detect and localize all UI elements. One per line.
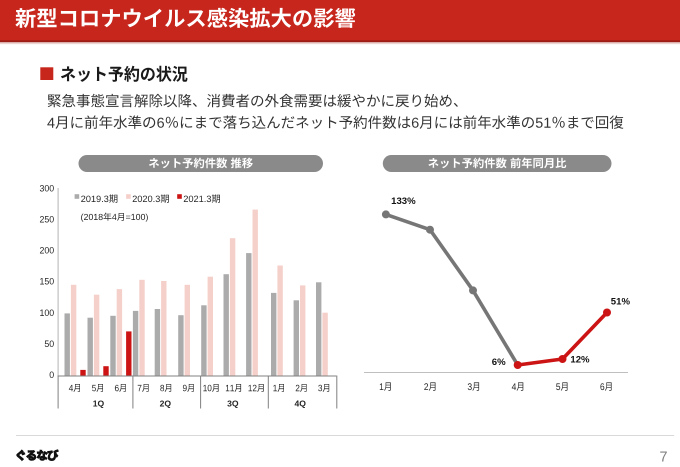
svg-text:100: 100 (40, 308, 55, 318)
svg-text:0: 0 (49, 370, 54, 380)
svg-text:3Q: 3Q (227, 399, 239, 409)
svg-text:7: 7 (659, 450, 667, 466)
svg-text:4Q: 4Q (294, 399, 306, 409)
svg-text:250: 250 (40, 215, 55, 225)
svg-text:300: 300 (40, 184, 55, 194)
svg-text:51%: 51% (611, 297, 631, 308)
svg-text:1Q: 1Q (93, 399, 105, 409)
svg-text:50: 50 (44, 339, 54, 349)
svg-text:133%: 133% (391, 196, 416, 207)
svg-text:12%: 12% (570, 355, 590, 366)
svg-text:200: 200 (40, 246, 55, 256)
svg-text:2Q: 2Q (160, 399, 172, 409)
svg-text:150: 150 (40, 277, 55, 287)
svg-text:6%: 6% (492, 357, 506, 368)
